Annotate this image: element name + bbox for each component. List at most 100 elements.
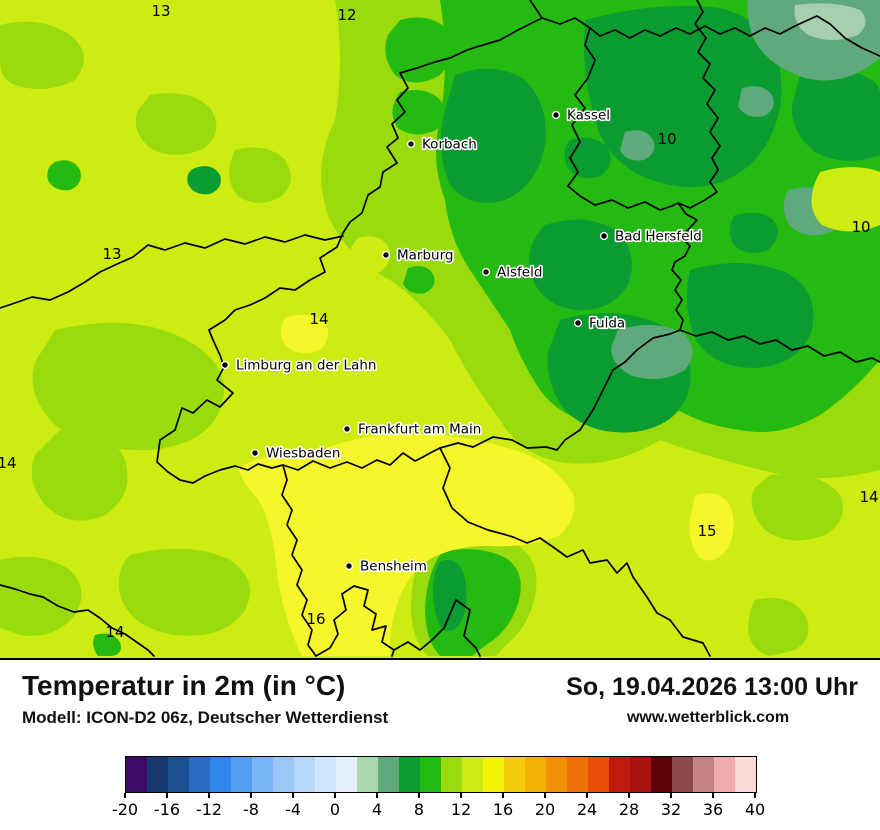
city-label: Marburg [397, 248, 453, 264]
colorbar-tick-label: 24 [576, 800, 598, 819]
city-dot-icon [573, 318, 583, 328]
website-url: www.wetterblick.com [626, 709, 790, 726]
colorbar-tick [292, 793, 294, 798]
colorbar-block [609, 757, 630, 792]
temperature-value-label: 13 [102, 245, 121, 263]
map-footer: Temperatur in 2m (in °C) Modell: ICON-D2… [0, 658, 880, 830]
colorbar-block [336, 757, 357, 792]
temperature-value-label: 14 [859, 488, 878, 506]
state-border-lines [0, 0, 880, 657]
colorbar-block [189, 757, 210, 792]
datetime-block: So, 19.04.2026 13:00 Uhr www.wetterblick… [558, 673, 858, 727]
map-zone-2-4 [794, 3, 866, 41]
city-label: Bad Hersfeld [615, 229, 702, 245]
colorbar-tick-label: 8 [413, 800, 425, 819]
temperature-value-label: 10 [657, 130, 676, 148]
temperature-map: 13 12 10 13 10 14 14 14 16 15 14 Kassel Korbach Bad … [0, 0, 880, 658]
temperature-value-label: 14 [105, 623, 124, 641]
colorbar-tick [754, 793, 756, 798]
colorbar-block [294, 757, 315, 792]
colorbar-block [546, 757, 567, 792]
map-zone-14-16 [238, 314, 734, 656]
colorbar-block [462, 757, 483, 792]
city-dot-icon [342, 424, 352, 434]
city-label: Korbach [422, 137, 477, 153]
colorbar-block [504, 757, 525, 792]
city-alsfeld: Alsfeld [481, 263, 544, 282]
page-title: Temperatur in 2m (in °C) [22, 670, 346, 701]
city-frankfurt-am-main: Frankfurt am Main [342, 420, 483, 439]
temperature-value-label: 10 [851, 218, 870, 236]
colorbar-block [567, 757, 588, 792]
colorbar-tick [124, 793, 126, 798]
city-fulda: Fulda [573, 314, 627, 333]
map-zone-6-8 [187, 5, 880, 631]
colorbar-block [357, 757, 378, 792]
colorbar-tick-label: 16 [492, 800, 514, 819]
colorbar-tick [418, 793, 420, 798]
colorbar-tick-label: 12 [450, 800, 472, 819]
colorbar-block [252, 757, 273, 792]
colorbar-block [693, 757, 714, 792]
colorbar-block [210, 757, 231, 792]
colorbar-tick [208, 793, 210, 798]
colorbar-tick-label: -8 [243, 800, 259, 819]
city-wiesbaden: Wiesbaden [250, 444, 342, 463]
city-label: Kassel [567, 108, 610, 124]
city-kassel: Kassel [551, 106, 612, 125]
map-zone-12-14-pockets [350, 167, 880, 274]
temperature-map-canvas: 13 12 10 13 10 14 14 14 16 15 14 Kassel Korbach Bad … [0, 0, 880, 658]
temperature-colorbar [125, 756, 757, 793]
colorbar-block [714, 757, 735, 792]
city-dot-icon [599, 231, 609, 241]
colorbar-block [399, 757, 420, 792]
colorbar-tick [250, 793, 252, 798]
city-label: Bensheim [360, 559, 427, 575]
colorbar-tick [628, 793, 630, 798]
colorbar-tick [586, 793, 588, 798]
city-marburg: Marburg [381, 246, 455, 265]
temperature-value-label: 14 [0, 454, 17, 472]
city-dot-icon [220, 360, 230, 370]
colorbar-tick-label: -12 [195, 800, 223, 819]
city-markers: Kassel Korbach Bad Hersfeld Marburg Alsfeld F… [220, 106, 703, 576]
city-label: Fulda [589, 316, 625, 332]
colorbar-tick-label: -20 [111, 800, 139, 819]
colorbar-block [420, 757, 441, 792]
temperature-value-label: 15 [697, 522, 716, 540]
colorbar-block [735, 757, 756, 792]
colorbar-block [273, 757, 294, 792]
colorbar-tick [166, 793, 168, 798]
colorbar-tick [460, 793, 462, 798]
colorbar-tick-label: -16 [153, 800, 181, 819]
colorbar-block [651, 757, 672, 792]
city-bad-hersfeld: Bad Hersfeld [599, 227, 703, 246]
city-label: Frankfurt am Main [358, 422, 481, 438]
colorbar-block [231, 757, 252, 792]
colorbar-block [525, 757, 546, 792]
colorbar-block [672, 757, 693, 792]
city-limburg-an-der-lahn: Limburg an der Lahn [220, 356, 378, 375]
city-korbach: Korbach [406, 135, 478, 154]
colorbar-tick-label: 36 [702, 800, 724, 819]
colorbar-tick-label: 20 [534, 800, 556, 819]
colorbar-block [147, 757, 168, 792]
colorbar-block [630, 757, 651, 792]
city-bensheim: Bensheim [344, 557, 429, 576]
temperature-value-label: 14 [309, 310, 328, 328]
colorbar-tick-label: -4 [285, 800, 301, 819]
colorbar-tick [544, 793, 546, 798]
forecast-datetime: So, 19.04.2026 13:00 Uhr [566, 673, 858, 701]
colorbar-tick-label: 0 [329, 800, 341, 819]
colorbar-block [441, 757, 462, 792]
city-dot-icon [381, 250, 391, 260]
temperature-value-labels: 13 12 10 13 10 14 14 14 16 15 14 [0, 2, 879, 641]
colorbar-block [588, 757, 609, 792]
colorbar-block [168, 757, 189, 792]
city-dot-icon [481, 267, 491, 277]
city-dot-icon [250, 448, 260, 458]
city-label: Alsfeld [497, 265, 542, 281]
colorbar-tick [670, 793, 672, 798]
colorbar-tick [376, 793, 378, 798]
